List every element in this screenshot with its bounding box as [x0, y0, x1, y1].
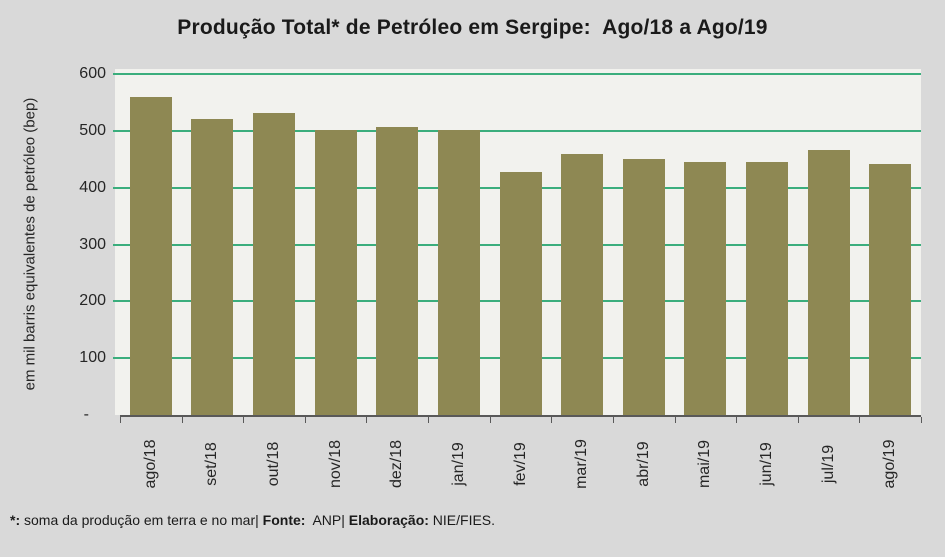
x-axis-tick [551, 417, 553, 423]
bar-ago/18 [129, 96, 172, 415]
bar-out/18 [253, 112, 296, 415]
gridline-500 [113, 129, 921, 132]
x-axis-tick [304, 417, 306, 423]
x-axis-line [120, 415, 921, 417]
bar-abr/19 [622, 158, 665, 415]
y-tick-label: 300 [79, 235, 106, 253]
bar-nov/18 [314, 130, 357, 415]
x-axis-tick [428, 417, 430, 423]
x-axis-tick [366, 417, 368, 423]
x-tick-label: mai/19 [696, 439, 714, 489]
x-axis-tick [859, 417, 861, 423]
x-tick-label: ago/19 [881, 439, 899, 489]
x-tick-label: jan/19 [449, 442, 467, 486]
bar-set/18 [191, 118, 234, 415]
x-tick-label: jun/19 [757, 442, 775, 486]
x-axis-tick [181, 417, 183, 423]
footnote: *: soma da produção em terra e no mar| F… [10, 512, 495, 528]
bar-dez/18 [376, 126, 419, 415]
footnote-part: ANP| [305, 512, 349, 528]
x-axis-tick [736, 417, 738, 423]
y-tick-label: 600 [79, 65, 106, 82]
x-tick-label: fev/19 [511, 442, 529, 486]
x-tick-label: dez/18 [388, 439, 406, 489]
bar-jul/19 [807, 149, 850, 415]
y-tick-label: 500 [79, 121, 106, 139]
x-tick-label: nov/18 [326, 439, 344, 489]
x-axis-tick [921, 417, 922, 423]
bar-jan/19 [437, 129, 480, 415]
bar-mai/19 [684, 161, 727, 415]
y-tick-label: 100 [79, 349, 106, 367]
footnote-part: soma da produção em terra e no mar| [20, 512, 263, 528]
bar-jun/19 [745, 162, 788, 415]
x-axis-tick [612, 417, 614, 423]
x-axis-tick [243, 417, 245, 423]
bar-fev/19 [499, 171, 542, 415]
footnote-part: Fonte: [262, 512, 306, 528]
footnote-part: Elaboração: [348, 512, 429, 528]
x-tick-label: jul/19 [819, 444, 837, 484]
x-tick-label: ago/18 [141, 439, 159, 489]
footnote-part: NIE/FIES. [428, 512, 496, 528]
y-tick-label: - [83, 406, 89, 423]
x-tick-label: set/18 [203, 442, 221, 486]
x-tick-label: mar/19 [573, 439, 591, 489]
x-axis-tick [674, 417, 676, 423]
bar-mar/19 [561, 154, 604, 415]
x-tick-label: out/18 [265, 441, 283, 487]
gridline-600 [113, 73, 921, 75]
x-axis-tick [120, 417, 121, 423]
y-tick-label: 200 [79, 292, 106, 310]
chart-title: Produção Total* de Petróleo em Sergipe: … [177, 16, 768, 39]
y-axis-title: em mil barris equivalentes de petróleo (… [21, 97, 39, 391]
footnote-part: *: [10, 512, 21, 528]
x-tick-label: abr/19 [634, 441, 652, 487]
y-tick-label: 400 [79, 178, 106, 196]
x-axis-tick [797, 417, 799, 423]
bar-ago/19 [869, 164, 912, 415]
x-axis-tick [489, 417, 491, 423]
